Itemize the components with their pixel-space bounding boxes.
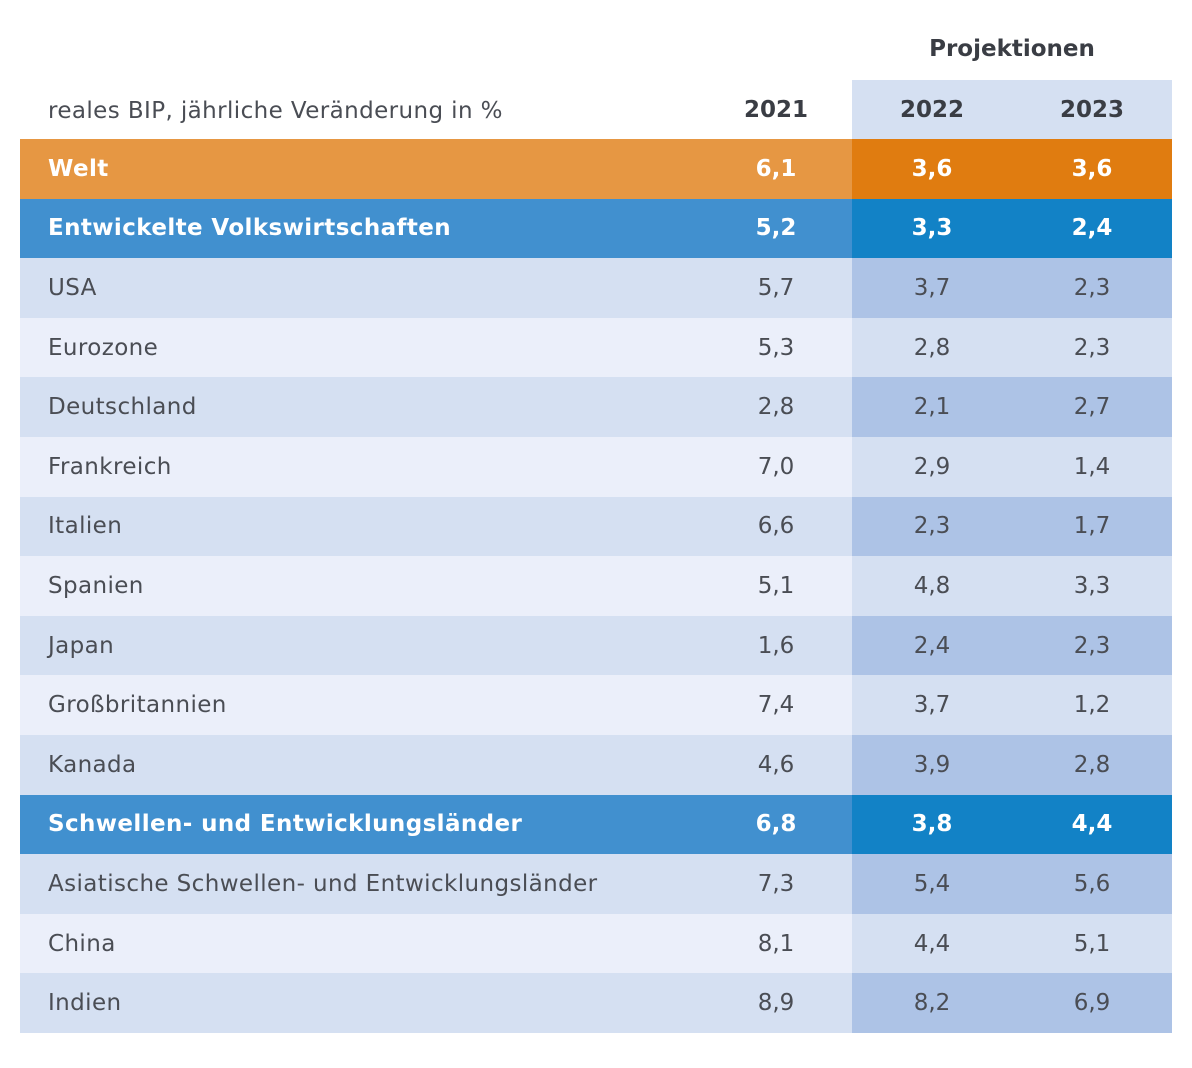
- value-cell-2021: 6,1: [700, 139, 852, 199]
- value-cell-2022: 4,4: [852, 913, 1012, 974]
- table-row: China 8,1 4,4 5,1: [20, 913, 1172, 974]
- value-cell-2023: 4,4: [1012, 794, 1172, 855]
- row-label: China: [20, 913, 700, 974]
- row-label: Schwellen- und Entwicklungsländer: [20, 794, 700, 855]
- table-row: Schwellen- und Entwicklungsländer 6,8 3,8 4…: [20, 794, 1172, 855]
- value-cell-2022: 8,2: [852, 973, 1012, 1033]
- column-header-2023: 2023: [1012, 80, 1172, 139]
- value-cell-2023: 2,8: [1012, 734, 1172, 795]
- table-row: USA 5,7 3,7 2,3: [20, 258, 1172, 318]
- row-label: Entwickelte Volkswirtschaften: [20, 198, 700, 259]
- value-cell-2021: 2,8: [700, 377, 852, 437]
- value-cell-2023: 1,4: [1012, 436, 1172, 497]
- row-label: Indien: [20, 973, 700, 1033]
- value-cell-2021: 7,3: [700, 854, 852, 914]
- value-cell-2021: 5,2: [700, 198, 852, 259]
- table-row: Großbritannien 7,4 3,7 1,2: [20, 675, 1172, 735]
- table-row: Spanien 5,1 4,8 3,3: [20, 556, 1172, 616]
- value-cell-2022: 2,3: [852, 496, 1012, 557]
- value-cell-2023: 3,3: [1012, 556, 1172, 616]
- value-cell-2022: 4,8: [852, 556, 1012, 616]
- table-row: Entwickelte Volkswirtschaften 5,2 3,3 2,4: [20, 198, 1172, 259]
- value-cell-2022: 3,3: [852, 198, 1012, 259]
- value-cell-2022: 3,7: [852, 258, 1012, 318]
- value-cell-2022: 3,7: [852, 675, 1012, 735]
- value-cell-2022: 5,4: [852, 854, 1012, 914]
- table-row: Eurozone 5,3 2,8 2,3: [20, 317, 1172, 378]
- value-cell-2023: 3,6: [1012, 139, 1172, 199]
- table-row: Kanada 4,6 3,9 2,8: [20, 734, 1172, 795]
- row-label: Asiatische Schwellen- und Entwicklungslä…: [20, 854, 700, 914]
- value-cell-2023: 1,2: [1012, 675, 1172, 735]
- column-header-2021: 2021: [743, 96, 808, 123]
- value-cell-2023: 1,7: [1012, 496, 1172, 557]
- row-label: Großbritannien: [20, 675, 700, 735]
- value-cell-2021: 8,9: [700, 973, 852, 1033]
- value-cell-2023: 2,3: [1012, 258, 1172, 318]
- table-row: Japan 1,6 2,4 2,3: [20, 615, 1172, 676]
- row-label: Frankreich: [20, 436, 700, 497]
- table-row: Indien 8,9 8,2 6,9: [20, 973, 1172, 1033]
- value-cell-2023: 2,3: [1012, 317, 1172, 378]
- table-row: Welt 6,1 3,6 3,6: [20, 139, 1172, 199]
- value-cell-2023: 6,9: [1012, 973, 1172, 1033]
- column-header-2022: 2022: [852, 80, 1012, 139]
- table-body: Welt 6,1 3,6 3,6 Entwickelte Volkswirtschaft…: [20, 139, 1172, 1033]
- table-row: Deutschland 2,8 2,1 2,7: [20, 377, 1172, 437]
- value-cell-2021: 6,8: [700, 794, 852, 855]
- value-cell-2021: 6,6: [700, 496, 852, 557]
- table-row: Frankreich 7,0 2,9 1,4: [20, 436, 1172, 497]
- value-cell-2021: 5,3: [700, 317, 852, 378]
- value-cell-2023: 2,7: [1012, 377, 1172, 437]
- row-label: USA: [20, 258, 700, 318]
- value-cell-2021: 8,1: [700, 913, 852, 974]
- row-label: Italien: [20, 496, 700, 557]
- value-cell-2022: 3,6: [852, 139, 1012, 199]
- gdp-table: reales BIP, jährliche Veränderung in % 2…: [20, 80, 1172, 1033]
- table-row: Asiatische Schwellen- und Entwicklungslä…: [20, 854, 1172, 914]
- row-label: Kanada: [20, 734, 700, 795]
- row-label: Eurozone: [20, 317, 700, 378]
- value-cell-2021: 4,6: [700, 734, 852, 795]
- value-cell-2023: 2,4: [1012, 198, 1172, 259]
- value-cell-2022: 2,8: [852, 317, 1012, 378]
- value-cell-2022: 3,9: [852, 734, 1012, 795]
- value-cell-2021: 1,6: [700, 615, 852, 676]
- value-cell-2021: 5,1: [700, 556, 852, 616]
- table-row: Italien 6,6 2,3 1,7: [20, 496, 1172, 557]
- value-cell-2023: 2,3: [1012, 615, 1172, 676]
- value-cell-2023: 5,1: [1012, 913, 1172, 974]
- value-cell-2023: 5,6: [1012, 854, 1172, 914]
- value-cell-2021: 7,4: [700, 675, 852, 735]
- row-label: Welt: [20, 139, 700, 199]
- row-label: Spanien: [20, 556, 700, 616]
- table-header-row: reales BIP, jährliche Veränderung in % 2…: [20, 80, 1172, 139]
- row-label: Deutschland: [20, 377, 700, 437]
- value-cell-2022: 2,9: [852, 436, 1012, 497]
- value-cell-2022: 3,8: [852, 794, 1012, 855]
- row-label: Japan: [20, 615, 700, 676]
- value-cell-2022: 2,1: [852, 377, 1012, 437]
- projections-label: Projektionen: [929, 36, 1095, 62]
- value-cell-2021: 5,7: [700, 258, 852, 318]
- value-cell-2021: 7,0: [700, 436, 852, 497]
- value-cell-2022: 2,4: [852, 615, 1012, 676]
- table-title: reales BIP, jährliche Veränderung in %: [48, 97, 503, 124]
